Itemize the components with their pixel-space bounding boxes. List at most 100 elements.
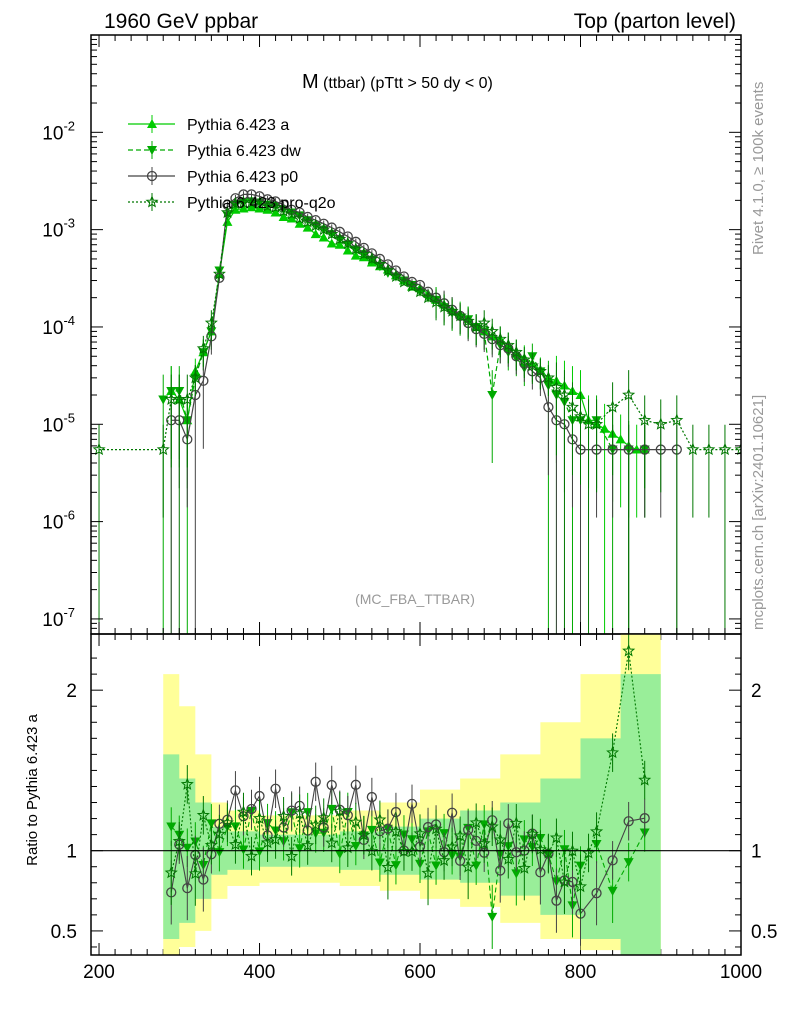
ratio-point <box>230 785 241 796</box>
ratio-point <box>301 838 315 852</box>
ratio-point <box>485 819 499 833</box>
ratio-series-3 <box>164 634 652 919</box>
data-point <box>566 400 579 413</box>
data-point <box>270 207 281 217</box>
data-point <box>350 250 361 260</box>
mcplots-label: mcplots.cern.ch [arXiv:2401.10621] <box>750 395 767 630</box>
ratio-point <box>293 806 307 820</box>
y-tick-label: 10-7 <box>42 605 75 631</box>
ratio-point <box>525 827 539 840</box>
ratio-point <box>198 874 209 885</box>
data-point <box>718 442 732 456</box>
ratio-point <box>551 895 562 906</box>
ratio-point <box>437 853 451 867</box>
ratio-point <box>471 861 482 871</box>
ratio-point <box>188 866 202 880</box>
data-point <box>92 442 106 456</box>
ratio-point <box>310 776 321 787</box>
data-point <box>238 189 249 200</box>
data-point <box>493 332 507 345</box>
ratio-point <box>261 835 275 849</box>
ratio-point <box>326 779 337 791</box>
data-point <box>533 364 547 377</box>
y-tick-exponent: -2 <box>63 118 75 133</box>
ratio-point <box>238 845 249 855</box>
data-point <box>397 275 411 288</box>
ratio-point <box>511 847 522 858</box>
ratio-point <box>253 811 266 825</box>
data-point <box>365 252 379 265</box>
y-tick-exponent: -5 <box>63 410 75 425</box>
data-point <box>180 392 194 406</box>
x-tick-label: 200 <box>83 962 115 983</box>
data-point <box>574 409 587 423</box>
data-point <box>590 417 604 430</box>
data-point <box>285 207 299 220</box>
watermark: (MC_FBA_TTBAR) <box>355 591 475 607</box>
ratio-point <box>421 866 435 879</box>
data-point <box>638 413 652 426</box>
data-point <box>543 401 554 413</box>
ratio-point <box>334 849 345 859</box>
legend-label: Pythia 6.423 p0 <box>187 169 298 186</box>
ratio-point <box>405 844 419 858</box>
y-tick-exponent: -6 <box>63 508 75 523</box>
data-point <box>253 196 266 210</box>
ratio-point <box>325 836 339 849</box>
data-point <box>517 352 531 366</box>
ratio-y-tick-label-right: 2 <box>751 681 762 702</box>
ratio-point <box>495 865 506 876</box>
data-point <box>421 290 435 304</box>
x-tick-label: 400 <box>244 962 276 983</box>
y-tick-exponent: -7 <box>63 605 75 620</box>
ratio-point <box>366 825 377 835</box>
ratio-point <box>270 783 281 794</box>
legend: Pythia 6.423 a Pythia 6.423 dw Pythia 6.42… <box>128 115 336 212</box>
ratio-y-tick-label-right: 0.5 <box>751 922 777 943</box>
data-point <box>158 395 169 405</box>
data-point <box>413 284 427 298</box>
series-3 <box>92 195 741 634</box>
ratio-point <box>517 861 531 874</box>
series-line-2 <box>171 193 677 451</box>
ratio-point <box>573 879 588 893</box>
ratio-point <box>317 810 331 824</box>
ratio-point <box>373 812 387 826</box>
plot-title-rest: (ttbar) (pTtt > 50 dy < 0) <box>323 75 493 92</box>
data-point <box>429 295 443 308</box>
ratio-point <box>623 816 634 827</box>
ratio-point <box>180 777 194 790</box>
data-point <box>302 222 313 232</box>
data-point <box>606 400 620 413</box>
data-point <box>549 380 564 393</box>
ratio-point <box>445 840 459 853</box>
ratio-point <box>566 844 579 857</box>
ratio-point <box>236 805 251 818</box>
header-left: 1960 GeV ppbar <box>104 10 258 33</box>
ratio-point <box>607 886 618 896</box>
ratio-point <box>382 823 394 834</box>
ratio-point <box>182 843 193 853</box>
ratio-point <box>389 824 403 838</box>
x-tick-label: 1000 <box>720 962 762 983</box>
header-right: Top (parton level) <box>574 10 736 33</box>
data-point <box>487 390 498 400</box>
ratio-point <box>606 745 620 759</box>
ratio-point <box>413 826 427 840</box>
data-point <box>246 189 257 200</box>
data-point <box>286 213 297 223</box>
legend-marker <box>147 119 157 128</box>
ratio-point <box>228 837 242 850</box>
ratio-y-tick-label-right: 1 <box>751 842 762 863</box>
data-point <box>254 203 265 213</box>
ratio-point <box>501 852 515 865</box>
ratio-point <box>623 858 634 868</box>
data-point <box>261 199 275 212</box>
series-line-0 <box>170 206 645 451</box>
ratio-point <box>469 815 483 829</box>
data-point <box>196 341 210 355</box>
ratio-point <box>366 791 378 803</box>
data-point <box>437 300 451 313</box>
data-point <box>278 211 289 221</box>
